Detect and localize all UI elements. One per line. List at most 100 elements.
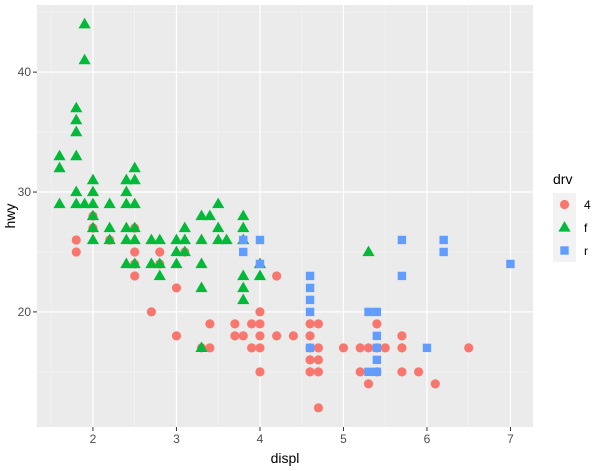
- point-triangle-f: [237, 293, 250, 305]
- point-circle-4: [155, 247, 165, 257]
- point-triangle-f: [237, 269, 250, 281]
- point-triangle-f: [153, 269, 166, 281]
- legend-items: 4 fr: [553, 193, 591, 262]
- point-triangle-f: [203, 209, 216, 221]
- point-square-r: [439, 235, 448, 245]
- point-triangle-f: [70, 113, 83, 125]
- point-triangle-f: [170, 257, 183, 269]
- point-triangle-f: [120, 221, 133, 233]
- point-triangle-f: [195, 281, 208, 293]
- point-circle-4: [272, 271, 282, 281]
- point-triangle-f: [237, 209, 250, 221]
- legend: drv 4 fr: [553, 171, 591, 262]
- point-triangle-f: [70, 197, 83, 209]
- point-triangle-f: [212, 233, 225, 245]
- point-triangle-f: [220, 233, 233, 245]
- point-circle-4: [363, 379, 374, 389]
- point-square-r: [372, 355, 382, 365]
- point-triangle-f: [153, 257, 166, 269]
- point-triangle-f: [128, 233, 141, 245]
- point-circle-4: [288, 331, 298, 341]
- point-triangle-f: [78, 53, 91, 65]
- legend-label: 4: [584, 198, 591, 212]
- point-triangle-f: [170, 245, 183, 257]
- point-triangle-f: [145, 257, 158, 269]
- point-triangle-f: [53, 161, 66, 173]
- point-circle-4: [355, 343, 365, 353]
- point-triangle-f: [128, 221, 141, 233]
- point-triangle-f: [212, 221, 225, 233]
- point-square-r: [255, 235, 265, 245]
- legend-key-circle: [559, 199, 570, 210]
- point-circle-4: [338, 343, 349, 353]
- point-circle-4: [146, 307, 156, 317]
- point-triangle-f: [178, 245, 191, 257]
- point-triangle-f: [120, 197, 133, 209]
- point-triangle-f: [178, 233, 191, 245]
- point-circle-4: [171, 331, 182, 341]
- point-triangle-f: [120, 233, 133, 245]
- point-circle-4: [305, 367, 315, 377]
- point-square-r: [239, 235, 248, 245]
- y-axis-title: hwy: [2, 204, 18, 229]
- point-circle-4: [305, 319, 315, 329]
- point-triangle-f: [70, 149, 83, 161]
- y-axis: 20 30 40: [18, 65, 37, 319]
- point-circle-4: [171, 283, 182, 293]
- legend-title: drv: [553, 171, 572, 187]
- legend-key-triangle: [558, 221, 571, 232]
- point-square-r: [397, 271, 407, 281]
- point-circle-4: [230, 331, 240, 341]
- point-circle-4: [305, 355, 315, 365]
- point-triangle-f: [78, 197, 91, 209]
- point-square-r: [305, 271, 315, 281]
- x-tick-label: 2: [90, 432, 97, 446]
- x-axis-title: displ: [271, 450, 300, 466]
- point-square-r: [364, 307, 373, 317]
- point-square-r: [506, 259, 515, 269]
- legend-key-square: [560, 246, 569, 255]
- point-triangle-f: [70, 185, 83, 197]
- point-triangle-f: [86, 209, 100, 221]
- point-triangle-f: [253, 269, 267, 281]
- point-triangle-f: [120, 185, 133, 197]
- point-circle-4: [71, 235, 81, 245]
- point-square-r: [305, 283, 315, 293]
- point-circle-4: [313, 355, 324, 365]
- point-square-r: [255, 259, 265, 269]
- point-square-r: [305, 295, 315, 305]
- point-triangle-f: [86, 233, 100, 245]
- point-square-r: [305, 343, 315, 353]
- point-circle-4: [130, 247, 140, 257]
- point-triangle-f: [103, 221, 116, 233]
- point-triangle-f: [212, 197, 225, 209]
- point-circle-4: [313, 343, 324, 353]
- y-tick-label: 30: [18, 185, 32, 199]
- point-circle-4: [464, 343, 474, 353]
- point-circle-4: [255, 367, 265, 377]
- point-circle-4: [313, 367, 324, 377]
- point-triangle-f: [128, 257, 141, 269]
- point-circle-4: [71, 247, 81, 257]
- point-triangle-f: [128, 197, 141, 209]
- point-triangle-f: [170, 233, 183, 245]
- point-triangle-f: [78, 17, 91, 29]
- point-circle-4: [205, 319, 215, 329]
- point-triangle-f: [103, 233, 116, 245]
- grid-minor-lines: [37, 5, 533, 427]
- point-circle-4: [313, 319, 324, 329]
- point-circle-4: [305, 331, 315, 341]
- point-square-r: [239, 247, 248, 257]
- point-circle-4: [397, 343, 407, 353]
- point-triangle-f: [86, 197, 100, 209]
- point-triangle-f: [195, 341, 208, 353]
- point-triangle-f: [86, 221, 100, 233]
- point-circle-4: [205, 343, 215, 353]
- point-circle-4: [230, 319, 240, 329]
- point-triangle-f: [70, 101, 83, 113]
- point-circle-4: [272, 331, 282, 341]
- point-triangle-f: [237, 281, 250, 293]
- point-square-r: [397, 235, 407, 245]
- point-triangle-f: [128, 173, 141, 185]
